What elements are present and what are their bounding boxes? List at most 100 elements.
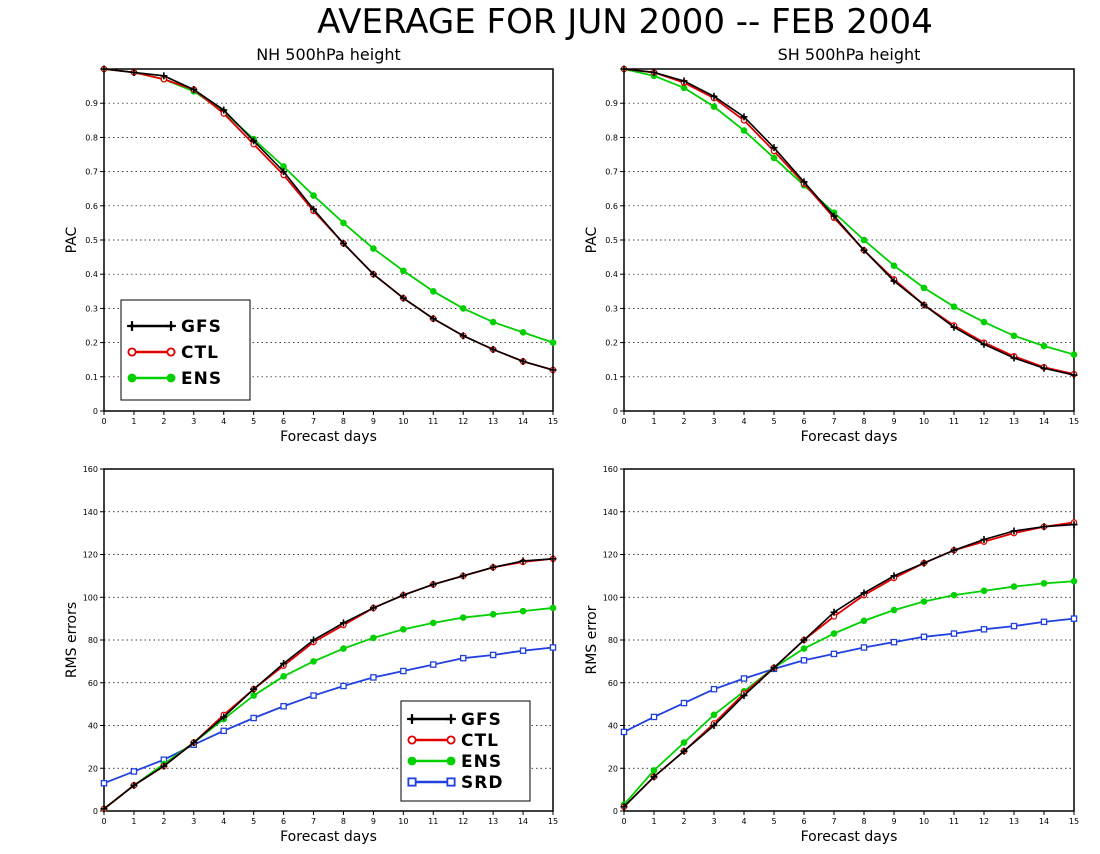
x-tick-label: 11 bbox=[949, 417, 959, 426]
legend-nh-pac: GFS CTL ENS bbox=[120, 299, 251, 401]
y-tick-label: 0 bbox=[613, 807, 618, 816]
series-line-gfs bbox=[103, 557, 554, 810]
data-point-ens bbox=[250, 692, 257, 699]
x-axis-label: Forecast days bbox=[801, 829, 898, 845]
y-tick-label: 80 bbox=[608, 636, 618, 645]
data-point-ens bbox=[800, 645, 808, 652]
data-point-ens bbox=[519, 329, 527, 336]
plot-frame bbox=[103, 468, 554, 812]
y-axis-label: PAC bbox=[64, 226, 80, 253]
x-tick-label: 2 bbox=[161, 817, 166, 826]
x-tick-label: 1 bbox=[131, 417, 136, 426]
x-tick-label: 8 bbox=[341, 417, 346, 426]
data-point-srd bbox=[650, 713, 658, 721]
data-point-ens bbox=[459, 305, 467, 312]
x-tick-label: 12 bbox=[979, 417, 989, 426]
series-ctl bbox=[620, 65, 1078, 378]
plot-frame bbox=[103, 68, 554, 412]
legend-marker-srd bbox=[407, 777, 417, 787]
data-point-srd bbox=[920, 633, 928, 641]
y-tick-label: 0.9 bbox=[85, 99, 98, 108]
x-tick-label: 11 bbox=[428, 417, 438, 426]
y-axis-label: RMS errors bbox=[64, 602, 80, 678]
series-line-ens bbox=[623, 580, 1075, 806]
y-tick-label: 0.4 bbox=[85, 270, 98, 279]
y-tick-label: 0.6 bbox=[605, 202, 618, 211]
data-point-srd bbox=[860, 644, 868, 651]
data-point-ens bbox=[1070, 577, 1078, 585]
data-point-ens bbox=[980, 318, 988, 326]
x-tick-label: 14 bbox=[518, 817, 528, 826]
y-axis-label: PAC bbox=[584, 226, 600, 253]
x-tick-label: 13 bbox=[488, 817, 498, 826]
data-point-ens bbox=[710, 103, 718, 110]
data-point-ens bbox=[950, 303, 958, 310]
data-point-ens bbox=[860, 236, 868, 244]
x-tick-label: 7 bbox=[311, 817, 316, 826]
data-point-ens bbox=[680, 739, 688, 746]
x-tick-label: 7 bbox=[831, 417, 836, 426]
x-tick-label: 1 bbox=[131, 817, 136, 826]
series-srd bbox=[620, 615, 1078, 736]
data-point-srd bbox=[710, 685, 718, 693]
panel-sh-pac: 00.10.20.30.40.50.60.70.80.90 1 2 3 4 5 6 7 8 9 10… bbox=[584, 45, 1079, 445]
legend-marker-ens-end bbox=[166, 373, 176, 383]
y-tick-label: 0.3 bbox=[605, 304, 618, 313]
series-ens bbox=[620, 65, 1078, 358]
data-point-ens bbox=[650, 767, 658, 774]
y-tick-label: 120 bbox=[83, 551, 98, 560]
data-point-ens bbox=[890, 262, 898, 269]
x-tick-label: 6 bbox=[281, 417, 286, 426]
legend-marker-ctl bbox=[127, 347, 137, 357]
data-point-srd bbox=[1040, 618, 1048, 626]
y-tick-label: 0.2 bbox=[605, 339, 618, 348]
y-tick-label: 0.1 bbox=[605, 373, 618, 382]
data-point-srd bbox=[549, 644, 557, 651]
data-point-ens bbox=[459, 614, 467, 621]
x-tick-label: 5 bbox=[771, 417, 776, 426]
x-tick-label: 7 bbox=[831, 817, 836, 826]
data-point-srd bbox=[400, 667, 407, 675]
data-point-ens bbox=[1040, 580, 1048, 587]
data-point-ens bbox=[280, 673, 287, 680]
x-tick-label: 13 bbox=[1009, 417, 1019, 426]
data-point-ens bbox=[830, 630, 838, 637]
data-point-srd bbox=[130, 768, 138, 775]
series-ctl bbox=[620, 519, 1078, 810]
data-point-srd bbox=[800, 657, 808, 664]
x-tick-label: 6 bbox=[801, 817, 806, 826]
y-tick-label: 0.7 bbox=[605, 168, 618, 177]
data-point-srd bbox=[1010, 622, 1018, 630]
x-tick-label: 12 bbox=[458, 817, 468, 826]
data-point-ens bbox=[310, 658, 317, 665]
y-tick-label: 0.8 bbox=[85, 133, 98, 142]
plot-frame bbox=[623, 68, 1075, 412]
series-line-ens bbox=[623, 68, 1075, 356]
series-line-ctl bbox=[623, 68, 1075, 375]
legend-label-srd: SRD bbox=[461, 773, 503, 793]
y-tick-label: 0.8 bbox=[605, 133, 618, 142]
legend-marker-ens-end bbox=[446, 756, 456, 766]
x-tick-label: 15 bbox=[548, 817, 558, 826]
y-tick-label: 160 bbox=[603, 465, 618, 474]
x-tick-label: 7 bbox=[311, 417, 316, 426]
legend-marker-ctl-end bbox=[166, 347, 176, 357]
legend-box bbox=[400, 700, 531, 802]
series-line-ctl bbox=[623, 521, 1075, 808]
data-point-ens bbox=[429, 619, 437, 627]
data-point-ens bbox=[400, 626, 407, 633]
x-tick-label: 4 bbox=[221, 417, 226, 426]
x-tick-label: 15 bbox=[1069, 817, 1079, 826]
data-point-ens bbox=[370, 634, 377, 642]
data-point-srd bbox=[430, 661, 437, 668]
data-point-ens bbox=[1010, 583, 1018, 590]
x-tick-label: 4 bbox=[741, 817, 746, 826]
x-tick-label: 9 bbox=[371, 817, 376, 826]
x-tick-label: 3 bbox=[711, 417, 716, 426]
legend-marker-ens bbox=[127, 373, 137, 383]
data-point-ens bbox=[890, 606, 898, 614]
y-tick-label: 0 bbox=[93, 407, 98, 416]
